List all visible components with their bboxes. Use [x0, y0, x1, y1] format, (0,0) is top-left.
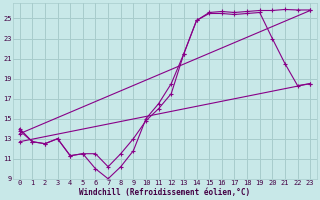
X-axis label: Windchill (Refroidissement éolien,°C): Windchill (Refroidissement éolien,°C): [79, 188, 251, 197]
